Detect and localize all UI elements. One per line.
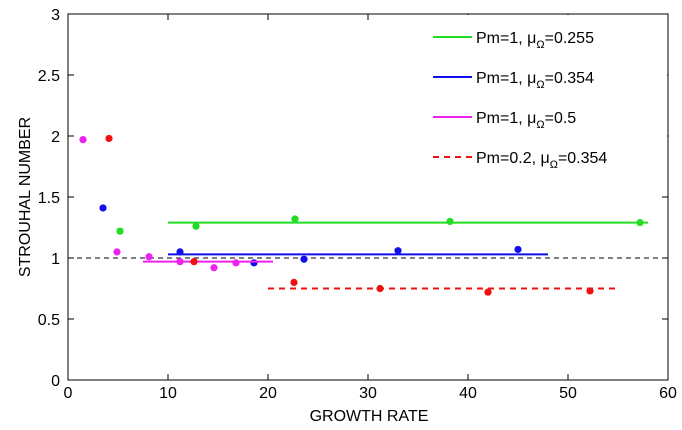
series-4-point bbox=[190, 258, 198, 266]
x-axis-label: GROWTH RATE bbox=[310, 408, 429, 425]
series-1-point bbox=[116, 227, 124, 235]
series-4-point bbox=[484, 288, 492, 296]
legend-label-1: Pm=1, μΩ=0.255 bbox=[476, 30, 594, 51]
x-tick-label: 0 bbox=[64, 385, 73, 402]
legend-label-3: Pm=1, μΩ=0.5 bbox=[476, 110, 576, 131]
legend-label-4: Pm=0.2, μΩ=0.354 bbox=[476, 150, 607, 171]
y-tick-label: 2.5 bbox=[38, 68, 60, 85]
x-tick-label: 10 bbox=[159, 385, 177, 402]
series-3-point bbox=[79, 136, 87, 144]
series-4-point bbox=[105, 134, 113, 143]
series-1-point bbox=[446, 217, 454, 225]
x-tick-label: 20 bbox=[259, 385, 277, 402]
series-3-point bbox=[145, 253, 153, 261]
y-tick-label: 1.5 bbox=[38, 190, 60, 207]
series-1-point bbox=[291, 215, 299, 223]
series-3-point bbox=[113, 248, 121, 256]
series-4-point bbox=[586, 287, 594, 295]
y-tick-label: 1 bbox=[51, 251, 60, 268]
series-2-point bbox=[394, 247, 402, 255]
y-tick-label: 2 bbox=[51, 129, 60, 146]
series-1-point bbox=[192, 222, 200, 230]
plot-layer bbox=[68, 134, 668, 296]
series-2-point bbox=[300, 255, 308, 263]
series-3-point bbox=[210, 264, 218, 272]
legend: Pm=1, μΩ=0.255 Pm=1, μΩ=0.354 Pm=1, μΩ=0.5… bbox=[424, 15, 667, 176]
y-axis-label: STROUHAL NUMBER bbox=[17, 117, 34, 277]
series-2-point bbox=[514, 245, 522, 254]
series-3-point bbox=[176, 258, 184, 266]
x-tick-label: 40 bbox=[459, 385, 477, 402]
series-2-point bbox=[99, 204, 107, 212]
series-2-point bbox=[176, 248, 184, 256]
legend-box bbox=[424, 15, 667, 176]
y-tick-label: 3 bbox=[51, 7, 60, 24]
legend-label-2: Pm=1, μΩ=0.354 bbox=[476, 70, 594, 91]
y-tick-label: 0.5 bbox=[38, 312, 60, 329]
series-1-point bbox=[636, 219, 644, 227]
series-4-point bbox=[376, 284, 384, 293]
x-tick-label: 30 bbox=[359, 385, 377, 402]
x-tick-label: 60 bbox=[659, 385, 677, 402]
series-2-point bbox=[250, 259, 258, 267]
series-3-point bbox=[232, 259, 240, 267]
x-tick-label: 50 bbox=[559, 385, 577, 402]
axes-layer: 0 10 20 30 40 50 60 0 0.5 1 1.5 2 2.5 3 bbox=[38, 7, 677, 402]
series-4-point bbox=[290, 278, 298, 286]
y-tick-label: 0 bbox=[51, 373, 60, 390]
